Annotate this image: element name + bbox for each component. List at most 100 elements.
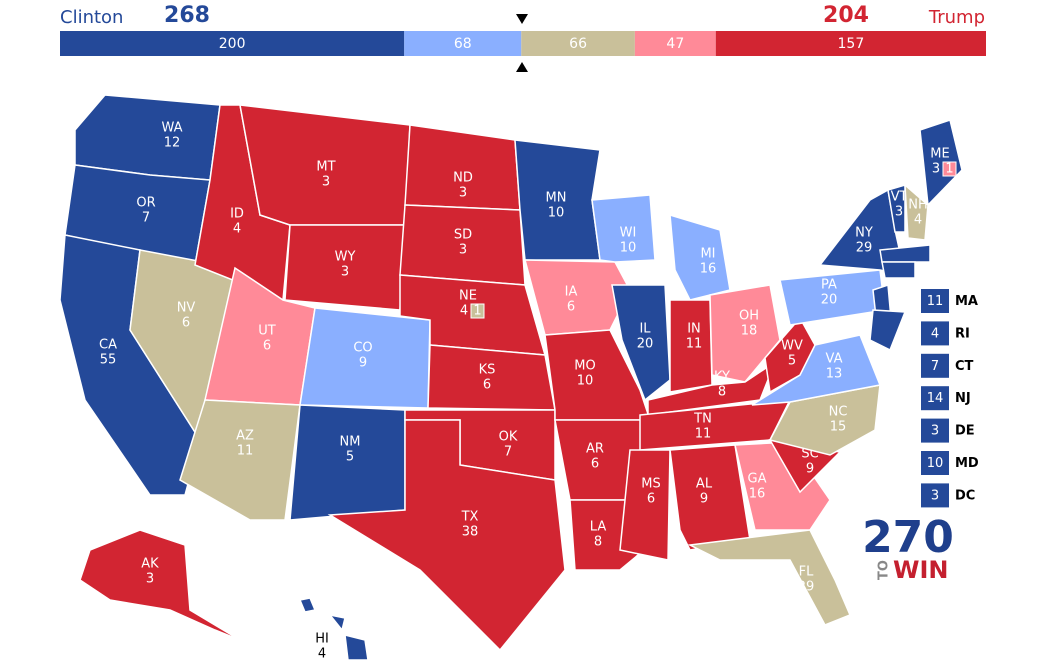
district-ev: 1 (473, 304, 481, 319)
state-ev: 6 (647, 492, 655, 507)
state-ev: 18 (741, 324, 758, 339)
state-abbr: NH (908, 198, 928, 213)
state-ev: 4 (460, 304, 468, 319)
state-abbr: AK (141, 557, 159, 572)
state-abbr: GA (748, 472, 767, 487)
bar-segment (715, 31, 986, 56)
small-state-box (921, 353, 949, 378)
state-abbr: UT (258, 324, 276, 339)
state-shape (887, 183, 906, 233)
small-state-box (921, 386, 949, 411)
state-ev: 3 (322, 175, 330, 190)
state-ev: 6 (182, 316, 190, 331)
state-abbr: VT (891, 190, 908, 205)
state-ev: 3 (459, 243, 467, 258)
state-abbr: KS (479, 363, 496, 378)
state-abbr: MS (641, 477, 660, 492)
state-abbr: OK (499, 430, 518, 445)
small-state-abbr: MA (955, 294, 978, 309)
state-abbr: WA (161, 121, 182, 136)
state-ev: 9 (359, 356, 367, 371)
state-abbr: AL (696, 477, 713, 492)
small-state-abbr: CT (955, 359, 974, 374)
state-abbr: MT (316, 160, 335, 175)
bar-segment (634, 31, 716, 56)
state-abbr: NV (177, 301, 196, 316)
state-ev: 16 (700, 262, 717, 277)
bar-label: 200 (219, 36, 246, 52)
state-shape (869, 309, 907, 352)
state-ev: 3 (341, 265, 349, 280)
small-state-box (921, 451, 949, 475)
right-candidate: Trump (928, 7, 985, 28)
state-ev: 8 (594, 535, 602, 550)
small-state-box (921, 321, 949, 346)
small-state-ev: 4 (931, 326, 939, 341)
logo-win: WIN (893, 556, 949, 584)
state-ev: 6 (263, 339, 271, 354)
marker-bottom (516, 62, 528, 72)
state-ev: 13 (826, 367, 843, 382)
state-abbr: MI (700, 247, 715, 262)
state-abbr: OH (739, 309, 759, 324)
state-ev: 15 (830, 420, 847, 435)
state-ev: 8 (718, 385, 726, 400)
small-state-ev: 11 (927, 294, 944, 309)
state-abbr: NC (829, 405, 848, 420)
state-abbr: NE (459, 289, 477, 304)
state-shape (179, 399, 301, 521)
state-abbr: NY (855, 226, 873, 241)
state-shape (879, 244, 931, 263)
right-total: 204 (823, 3, 869, 28)
small-state-ev: 7 (931, 359, 939, 374)
state-ev: 11 (695, 427, 712, 442)
state-shape (904, 183, 929, 241)
state-abbr: IL (639, 322, 651, 337)
small-state-abbr: DE (955, 424, 975, 439)
state-ev: 29 (798, 580, 815, 595)
small-state-box (921, 289, 949, 313)
state-shape (881, 261, 916, 279)
state-ev: 10 (577, 374, 594, 389)
state-abbr: ME (930, 147, 949, 162)
small-state-abbr: RI (955, 326, 970, 341)
bar-label: 68 (454, 36, 472, 52)
state-ev: 4 (318, 647, 326, 662)
state-ev: 9 (806, 462, 814, 477)
state-abbr: KY (714, 370, 730, 385)
district-box (942, 161, 957, 177)
state-ev: 9 (700, 492, 708, 507)
district-ev: 1 (945, 162, 953, 177)
state-ev: 5 (788, 354, 796, 369)
state-abbr: SD (454, 228, 472, 243)
state-ev: 4 (914, 213, 922, 228)
state-ev: 3 (932, 162, 940, 177)
state-abbr: PA (821, 278, 837, 293)
bar-segment (521, 31, 635, 56)
state-abbr: TX (461, 510, 479, 525)
state-ev: 10 (548, 206, 565, 221)
marker-top (516, 14, 528, 24)
state-abbr: HI (315, 632, 329, 647)
state-shape (611, 284, 671, 402)
state-ev: 10 (620, 241, 637, 256)
state-abbr: CO (353, 341, 372, 356)
state-abbr: NM (340, 435, 361, 450)
logo-number: 270 (862, 512, 954, 563)
state-ev: 55 (100, 353, 117, 368)
state-ev: 5 (346, 450, 354, 465)
state-abbr: MN (546, 191, 567, 206)
state-ev: 38 (462, 525, 479, 540)
state-ev: 20 (637, 337, 654, 352)
state-shape (591, 194, 656, 263)
left-total: 268 (164, 3, 210, 28)
state-abbr: LA (590, 520, 607, 535)
state-abbr: VA (826, 352, 843, 367)
state-abbr: WI (620, 226, 637, 241)
bar-segment (404, 31, 522, 56)
state-abbr: FL (799, 565, 814, 580)
electoral-bar: 200 68 66 47 157 (60, 31, 986, 56)
small-state-box (921, 418, 949, 443)
state-shape (79, 529, 241, 641)
